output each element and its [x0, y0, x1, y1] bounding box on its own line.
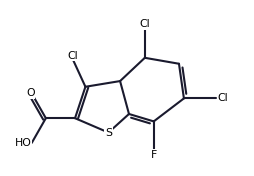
Text: S: S: [105, 128, 112, 137]
Text: HO: HO: [15, 138, 32, 148]
Text: Cl: Cl: [67, 51, 78, 61]
Text: Cl: Cl: [218, 93, 228, 103]
Text: Cl: Cl: [139, 19, 150, 29]
Text: F: F: [151, 150, 157, 160]
Text: O: O: [26, 89, 35, 98]
